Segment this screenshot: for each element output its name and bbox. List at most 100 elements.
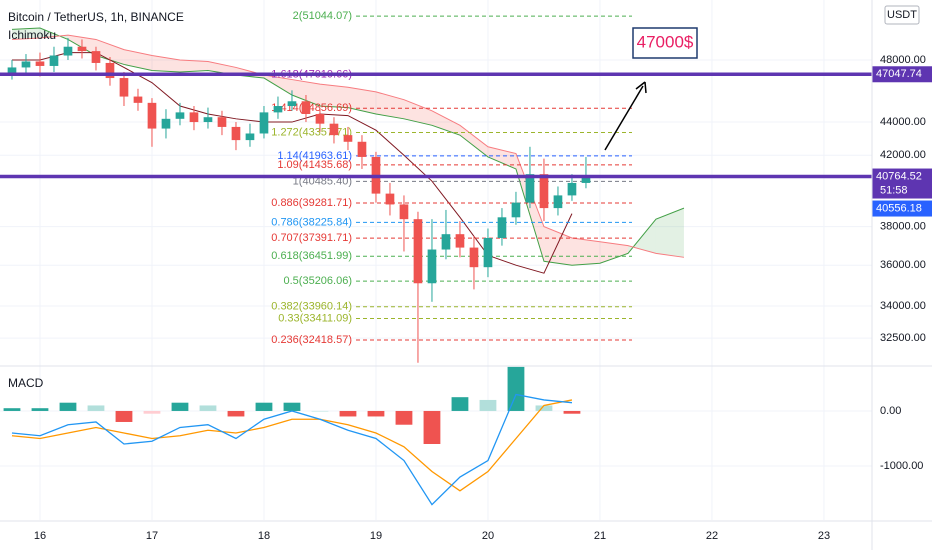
candle-body [91,51,101,63]
price-tag-label: 40556.18 [876,202,922,214]
histogram-bar [255,402,273,411]
histogram-bar [367,410,385,417]
cloud [123,49,152,71]
fib-label: 1.14(41963.61) [277,150,352,162]
histogram-bar [507,366,525,411]
fib-label: 1.272(43357.71) [271,126,352,138]
y-tick-label: 48000.00 [880,54,926,66]
histogram-bar [339,410,357,417]
candle-body [357,141,367,157]
cloud [319,84,348,108]
fib-label: 0.236(32418.57) [271,334,352,346]
countdown: 51:58 [880,184,908,196]
cloud [655,208,684,258]
cloud [375,91,404,119]
fib-label: 1.414(44856.69) [271,102,352,114]
cloud [263,74,292,96]
macd-line [11,393,573,506]
x-tick-label: 17 [146,530,158,542]
base-line [11,52,573,274]
cloud [11,28,40,40]
annotation-box [632,27,698,59]
candle-body [245,133,255,141]
cloud [207,61,236,75]
histogram-bar [199,405,217,411]
histogram-bar [283,402,301,411]
cloud [431,110,460,136]
candle-body [469,247,479,268]
y-tick-label: 44000.00 [880,116,926,128]
price-tag [872,200,932,217]
candle-body [203,117,213,123]
candle-body [161,118,171,129]
histogram-bar [87,405,105,411]
y-tick-label: 0.00 [880,405,901,417]
candle-body [329,123,339,136]
histogram-bar [423,410,441,444]
macd-title: MACD [8,376,44,390]
candle-body [413,219,423,284]
candle-body [511,202,521,218]
span-a [11,27,685,266]
candle-body [385,193,395,205]
x-tick-label: 16 [34,530,46,542]
chart-title: Bitcoin / TetherUS, 1h, BINANCE [8,10,184,24]
candle-body [217,117,227,127]
fib-label: 0.786(38225.84) [271,216,352,228]
cloud [571,237,600,266]
candle-body [525,174,535,203]
cloud [543,226,572,266]
candle-body [455,234,465,248]
fib-label: 0.382(33960.14) [271,301,352,313]
annotation: 47000$ [637,32,694,51]
histogram-bar [311,410,329,412]
arrow-head [635,81,647,94]
histogram-bar [3,408,21,411]
fib-label: 0.618(36451.99) [271,250,352,262]
y-tick-label: 36000.00 [880,259,926,271]
candle-body [287,101,297,107]
y-tick-label: 32500.00 [880,332,926,344]
candle-body [133,96,143,103]
histogram-bar [451,397,469,411]
cloud [179,59,208,72]
candle-body [189,112,199,123]
fib-label: 0.33(33411.09) [278,312,352,324]
y-tick-label: 38000.00 [880,221,926,233]
fib-label: 0.886(39281.71) [271,197,352,209]
fib-label: 0.5(35206.06) [284,275,353,287]
candle-body [273,106,283,113]
histogram-bar [395,410,413,425]
cloud [291,79,320,107]
histogram-bar [227,410,245,417]
currency-box[interactable] [884,5,920,25]
candle-body [441,234,451,250]
candle-body [175,112,185,119]
candle-body [49,55,59,66]
histogram-bar [31,408,49,411]
candle-body [553,195,563,209]
x-tick-label: 18 [258,530,270,542]
histogram-bar [143,410,161,414]
fib-label: 1.09(41435.68) [277,159,352,171]
cloud [95,39,124,65]
histogram-bar [59,402,77,411]
cloud [403,99,432,126]
cloud [347,87,376,114]
candle-body [21,61,31,68]
y-tick-label: 34000.00 [880,300,926,312]
candle-body [105,62,115,79]
candle-body [259,112,269,134]
price-tag-label: 47047.74 [876,68,922,80]
price-tag [872,66,932,83]
candle-body [77,46,87,52]
fib-label: 1(40485.40) [293,175,352,187]
histogram-bar [115,410,133,422]
candle-body [63,46,73,56]
price-tag [872,168,932,199]
cloud [599,241,628,264]
candle-body [427,249,437,284]
fib-label: 2(51044.07) [293,10,352,22]
x-tick-label: 20 [482,530,494,542]
